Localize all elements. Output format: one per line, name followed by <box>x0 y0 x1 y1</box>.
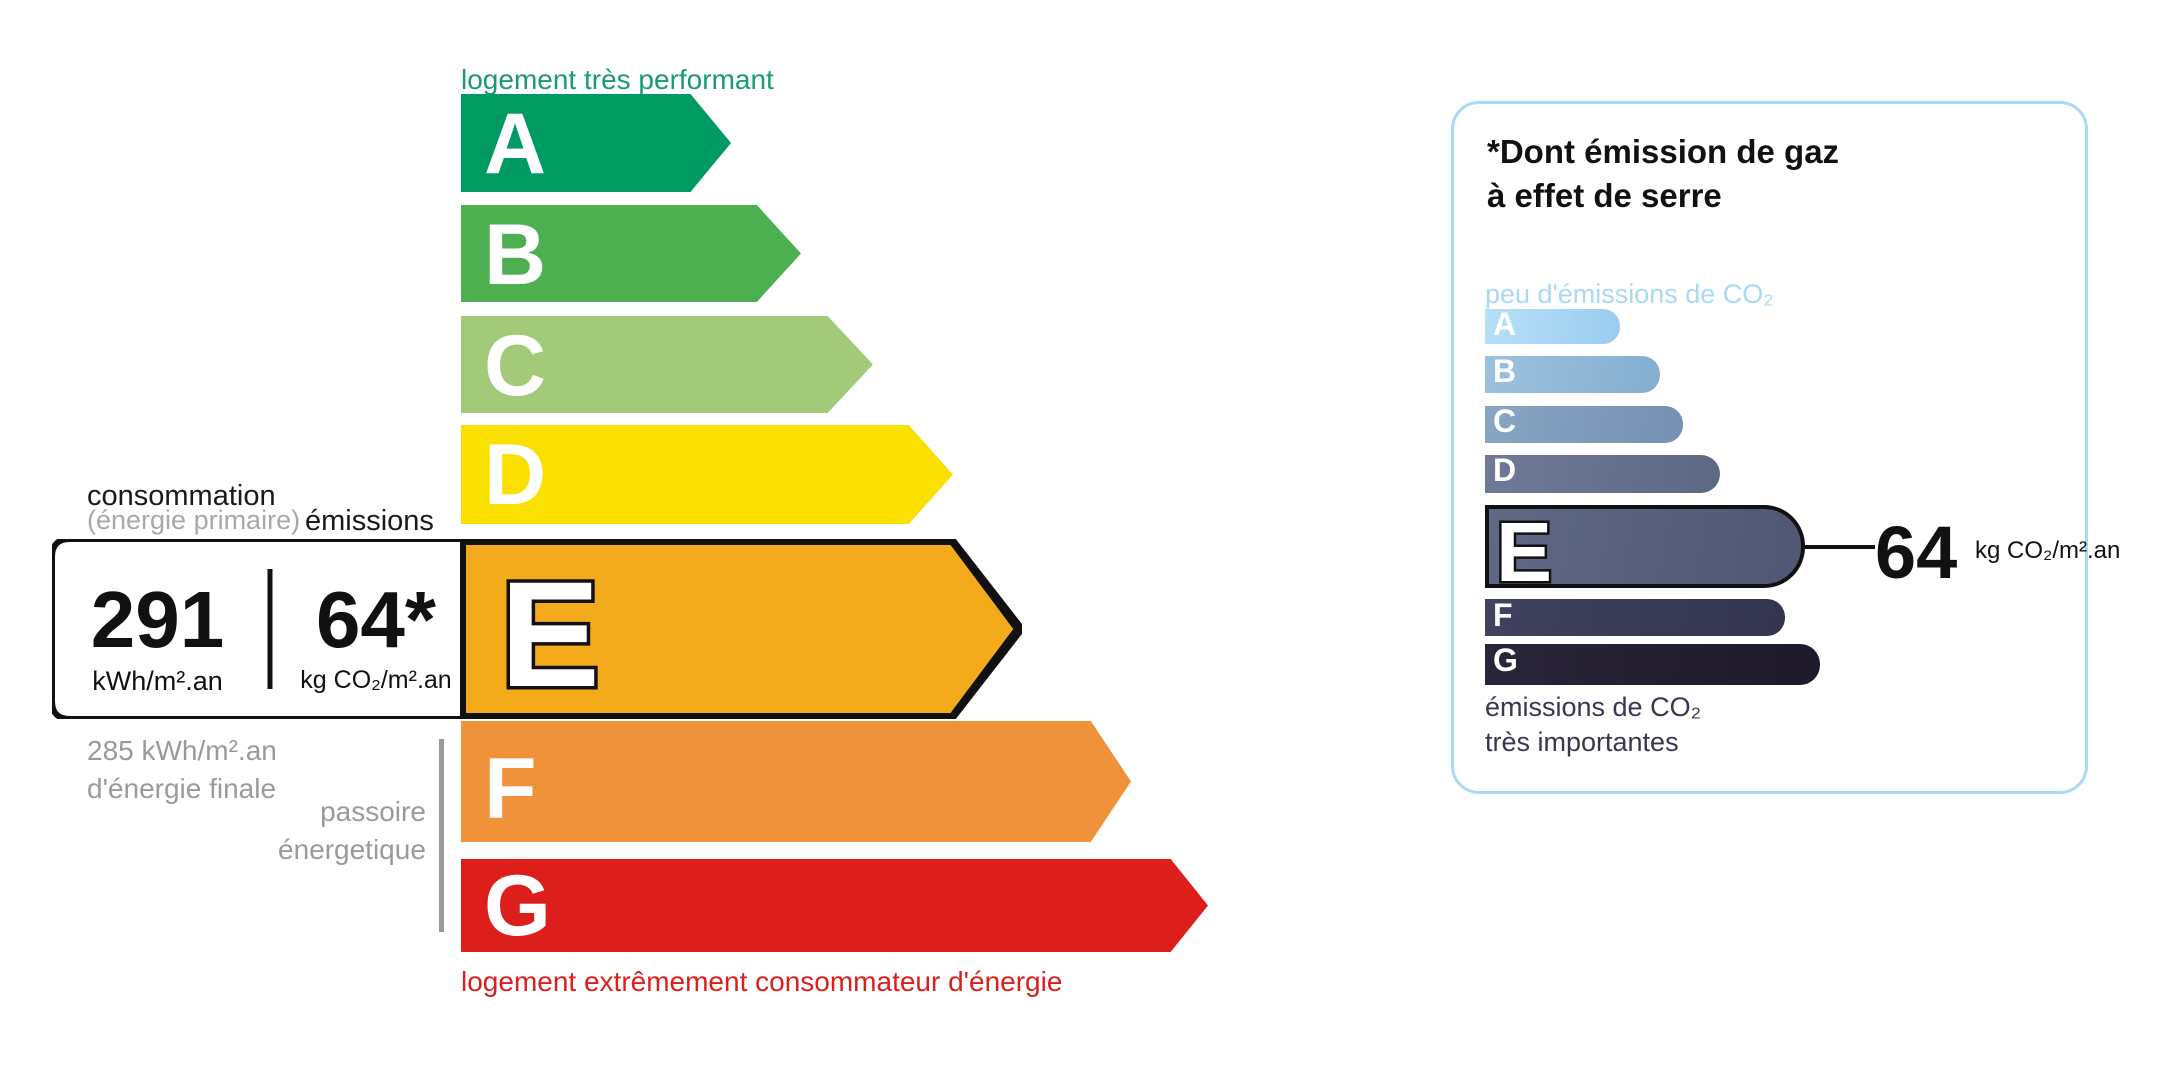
svg-text:E: E <box>500 558 600 708</box>
svg-text:E: E <box>1496 508 1552 598</box>
